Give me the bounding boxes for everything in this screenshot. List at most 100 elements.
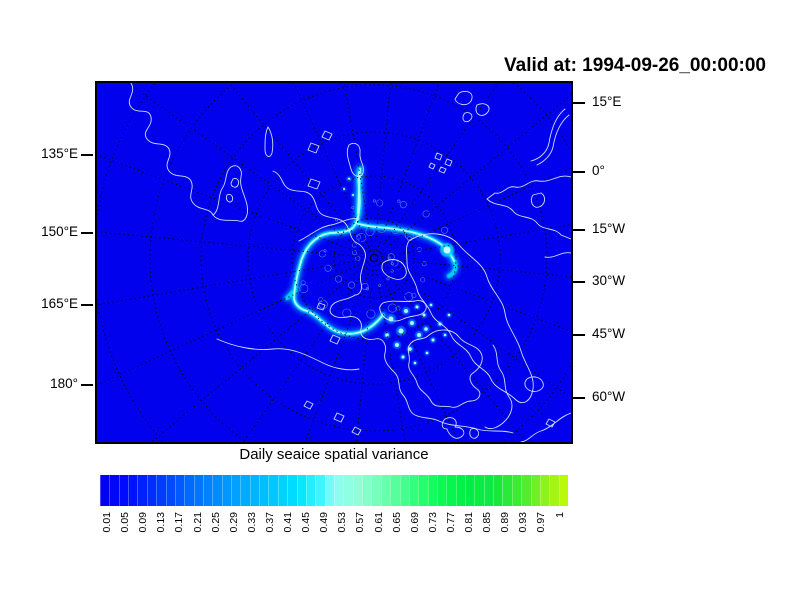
colorbar-tick-label: 0.61 [372,512,385,533]
colorbar-segment [483,475,494,506]
colorbar-segment [530,475,540,506]
colorbar-tick-label: 0.73 [426,512,439,533]
right-axis-label: 15°W [592,221,626,236]
coast-kamchatka [212,165,248,222]
colorbar-segment [118,475,129,506]
colorbar-tick-label: 0.57 [354,512,367,533]
colorbar-segment [146,475,157,506]
colorbar-tick-label: 0.53 [336,512,349,533]
colorbar-segment [174,475,185,506]
colorbar-segment [493,475,503,506]
colorbar-tick-label: 0.77 [444,512,457,533]
right-axis-tick [573,397,585,399]
colorbar-segment [305,475,316,506]
ocean-background [97,83,571,442]
right-axis-tick [573,229,585,231]
colorbar-segment [296,475,306,506]
coast-alaska [329,294,514,434]
colorbar-segment [399,475,409,506]
colorbar-segment [390,475,400,506]
coast-okhotsk-islands [226,178,240,203]
colorbar-tick-label: 0.81 [463,512,475,533]
coast-sakhalin [264,126,274,157]
left-axis-tick [81,304,93,306]
colorbar-segment [362,475,372,506]
colorbar-tick-label: 0.29 [227,512,240,533]
colorbar-tick-label: 0.41 [282,512,294,533]
graticule [97,83,571,442]
colorbar-tick-label: 0.49 [318,512,331,533]
right-axis-label: 30°W [592,273,626,288]
colorbar-segment [380,475,391,506]
colorbar-segment [343,475,353,506]
colorbar-tick-label: 0.05 [119,512,132,533]
colorbar-segment [109,475,119,506]
colorbar-tick-label: 0.33 [245,512,258,533]
colorbar-segment [231,475,241,506]
colorbar-segment [100,475,110,506]
colorbar-segment [549,475,559,506]
colorbar-tick-label: 0.65 [390,512,403,533]
coast-hudson-bay [407,329,483,408]
colorbar-segment [371,475,381,506]
coast-svalbard [454,90,490,123]
coast-nw-siberia [128,83,214,216]
coast-iceland [524,376,544,392]
coast-great-lakes [441,417,480,439]
colorbar-tick-label: 0.69 [408,512,421,533]
coast-baffin [379,300,427,322]
map-caption: Daily seaice spatial variance [239,446,429,463]
right-axis-label: 0° [592,163,605,178]
coast-aleutians [216,338,360,371]
colorbar-segment [455,475,466,506]
right-axis-label: 45°W [592,326,626,341]
colorbar-segment [184,475,194,506]
coastlines [128,83,571,442]
colorbar-tick-label: 1 [553,512,566,518]
colorbar-segment [408,475,419,506]
colorbar-tick-label: 0.01 [101,512,113,533]
colorbar-segment [240,475,250,506]
colorbar-segment [212,475,222,506]
left-axis-tick [81,384,93,386]
colorbar-tick-label: 0.09 [137,512,150,533]
colorbar-segment [418,475,428,506]
colorbar-segment [502,475,512,506]
plot-title: Valid at: 1994-09-26_00:00:00 [504,55,766,76]
colorbar-segment [315,475,325,506]
colorbar-segment [436,475,447,506]
left-axis-tick [81,154,93,156]
colorbar-segment [558,475,568,506]
coast-greenland [406,233,534,403]
colorbar-segment [324,475,334,506]
colorbar-tick-label: 0.85 [481,512,494,533]
coast-taymyr [298,218,360,242]
colorbar-segment [511,475,522,506]
left-axis-label: 180° [50,376,78,391]
map-panel [95,81,573,444]
right-axis-label: 60°W [592,389,626,404]
coast-bottom-islets [303,400,362,436]
coast-new-siberian-islands [307,130,333,190]
colorbar-tick-label: 0.37 [263,512,276,533]
left-axis-label: 150°E [41,224,78,239]
colorbar-segment [249,475,260,506]
colorbar [100,475,568,506]
left-axis-tick [81,232,93,234]
right-axis-label: 15°E [592,94,622,109]
colorbar-segment [277,475,288,506]
archipelago-variance-blobs [342,176,452,366]
colorbar-segment [287,475,297,506]
coast-severnaya-zemlya [346,142,364,177]
colorbar-tick-label: 0.93 [517,512,530,533]
colorbar-segment [521,475,531,506]
coast-baltic [544,252,571,258]
colorbar-segment [137,475,147,506]
colorbar-tick-label: 0.13 [155,512,168,533]
colorbar-segment [259,475,269,506]
colorbar-segment [333,475,344,506]
colorbar-segment [352,475,363,506]
coast-bering-islets [316,302,341,345]
colorbar-segment [427,475,437,506]
colorbar-tick-label: 0.45 [300,512,313,533]
